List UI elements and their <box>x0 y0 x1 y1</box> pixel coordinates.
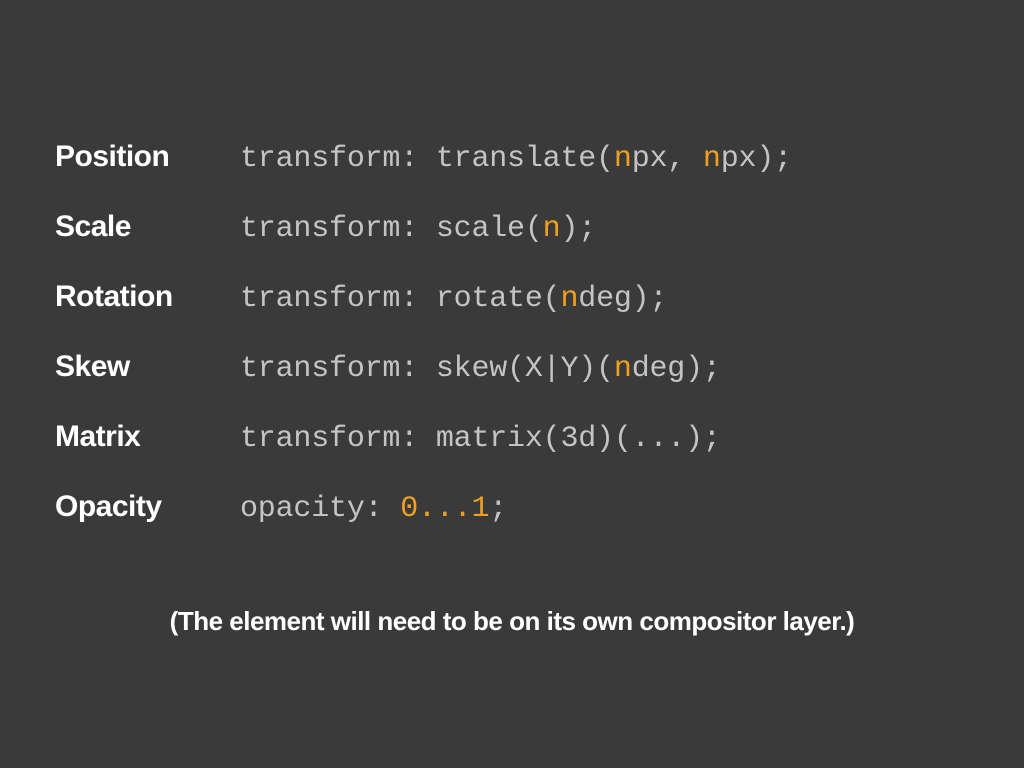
code-highlight: n <box>703 142 721 176</box>
table-row: Positiontransform: translate(npx, npx); <box>55 140 969 176</box>
property-label: Opacity <box>55 490 240 524</box>
table-row: Scaletransform: scale(n); <box>55 210 969 246</box>
code-text: opacity: <box>240 492 400 526</box>
code-highlight: n <box>614 352 632 386</box>
code-highlight: n <box>560 282 578 316</box>
table-row: Skewtransform: skew(X|Y)(ndeg); <box>55 350 969 386</box>
property-label: Skew <box>55 350 240 384</box>
code-text: deg); <box>632 352 721 386</box>
code-snippet: transform: rotate(ndeg); <box>240 282 667 316</box>
code-text: transform: skew(X|Y)( <box>240 352 614 386</box>
code-text: deg); <box>578 282 667 316</box>
code-highlight: 0...1 <box>400 492 489 526</box>
code-text: ); <box>560 212 596 246</box>
code-snippet: transform: skew(X|Y)(ndeg); <box>240 352 721 386</box>
code-snippet: transform: matrix(3d)(...); <box>240 422 721 456</box>
code-text: px); <box>721 142 792 176</box>
property-label: Rotation <box>55 280 240 314</box>
code-text: transform: scale( <box>240 212 543 246</box>
code-text: transform: translate( <box>240 142 614 176</box>
code-highlight: n <box>614 142 632 176</box>
property-table: Positiontransform: translate(npx, npx);S… <box>55 140 969 526</box>
code-highlight: n <box>543 212 561 246</box>
property-label: Scale <box>55 210 240 244</box>
property-label: Position <box>55 140 240 174</box>
footnote-text: (The element will need to be on its own … <box>55 606 969 637</box>
code-snippet: transform: scale(n); <box>240 212 596 246</box>
table-row: Rotationtransform: rotate(ndeg); <box>55 280 969 316</box>
code-text: transform: rotate( <box>240 282 560 316</box>
property-label: Matrix <box>55 420 240 454</box>
code-snippet: opacity: 0...1; <box>240 492 507 526</box>
table-row: Matrixtransform: matrix(3d)(...); <box>55 420 969 456</box>
code-text: transform: matrix(3d)(...); <box>240 422 721 456</box>
code-text: ; <box>489 492 507 526</box>
code-snippet: transform: translate(npx, npx); <box>240 142 792 176</box>
table-row: Opacityopacity: 0...1; <box>55 490 969 526</box>
code-text: px, <box>632 142 703 176</box>
